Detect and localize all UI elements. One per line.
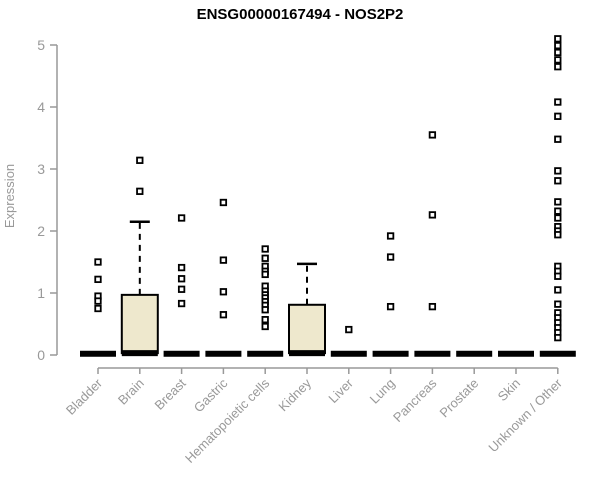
- outlier-point: [219, 198, 228, 207]
- outlier-point: [177, 214, 186, 222]
- box-kidney: [288, 303, 326, 355]
- outlier-point: [261, 270, 269, 279]
- x-tick-label-brain: Brain: [115, 376, 147, 408]
- median-bar: [121, 350, 158, 357]
- median-bar: [205, 350, 242, 357]
- outlier-point: [219, 256, 228, 264]
- outlier-point: [136, 187, 144, 195]
- outlier-point: [177, 299, 186, 308]
- outlier-point: [94, 275, 102, 284]
- y-tick-label: 4: [37, 99, 45, 115]
- outlier-point: [554, 300, 562, 308]
- median-bar: [456, 350, 493, 357]
- outlier-point: [554, 48, 562, 57]
- x-tick-label-breast: Breast: [152, 375, 189, 412]
- outlier-point: [428, 302, 437, 311]
- outlier-point: [554, 35, 562, 43]
- outlier-point: [261, 254, 269, 262]
- outlier-point: [386, 232, 395, 240]
- outlier-point: [554, 98, 562, 106]
- outlier-point: [554, 41, 562, 50]
- x-tick-label-pancreas: Pancreas: [390, 375, 440, 425]
- outlier-point: [94, 258, 102, 266]
- x-tick-label-skin: Skin: [495, 376, 523, 404]
- outlier-point: [554, 63, 562, 71]
- median-bar: [163, 350, 200, 357]
- median-bar: [330, 350, 367, 357]
- median-bar: [247, 350, 284, 357]
- outlier-point: [261, 245, 269, 253]
- outlier-point: [554, 272, 562, 280]
- outlier-point: [94, 304, 102, 313]
- x-tick-label-liver: Liver: [325, 375, 356, 406]
- x-tick-label-lung: Lung: [367, 376, 398, 407]
- outlier-point: [261, 322, 269, 331]
- outlier-point: [386, 253, 395, 261]
- median-bar: [498, 350, 534, 357]
- outlier-point: [554, 286, 562, 294]
- outlier-point: [554, 112, 562, 120]
- outlier-point: [177, 285, 186, 293]
- outlier-point: [261, 316, 269, 324]
- outlier-point: [554, 207, 562, 215]
- outlier-point: [554, 214, 562, 222]
- outlier-point: [136, 156, 144, 164]
- outlier-point: [94, 297, 102, 305]
- outlier-point: [177, 275, 186, 283]
- outlier-point: [345, 325, 353, 334]
- x-tick-label-unknown-other: Unknown / Other: [485, 375, 565, 455]
- box-brain: [120, 293, 159, 355]
- outlier-point: [177, 263, 186, 272]
- y-tick-label: 1: [37, 285, 45, 301]
- outlier-point: [554, 167, 562, 175]
- y-tick-label: 5: [37, 37, 45, 53]
- outlier-point: [428, 211, 437, 219]
- outlier-point: [261, 306, 269, 314]
- median-bar: [80, 350, 116, 357]
- y-tick-label: 2: [37, 223, 45, 239]
- y-tick-label: 0: [37, 347, 45, 363]
- outlier-point: [386, 302, 395, 311]
- outlier-point: [219, 311, 228, 319]
- outlier-point: [554, 333, 562, 342]
- x-tick-label-bladder: Bladder: [63, 375, 106, 418]
- outlier-point: [554, 56, 562, 64]
- outlier-point: [219, 288, 228, 296]
- x-tick-label-gastric: Gastric: [191, 375, 231, 415]
- x-tick-label-kidney: Kidney: [275, 375, 314, 414]
- median-bar: [414, 350, 451, 357]
- y-tick-label: 3: [37, 161, 45, 177]
- median-bar: [289, 350, 325, 357]
- median-bar: [539, 350, 576, 357]
- median-bar: [372, 350, 409, 357]
- outlier-point: [554, 198, 562, 206]
- chart-title: ENSG00000167494 - NOS2P2: [196, 6, 404, 23]
- outlier-point: [428, 131, 437, 139]
- outlier-point: [554, 177, 562, 185]
- outlier-point: [554, 231, 562, 239]
- x-tick-label-prostate: Prostate: [436, 376, 481, 421]
- outlier-point: [554, 135, 562, 143]
